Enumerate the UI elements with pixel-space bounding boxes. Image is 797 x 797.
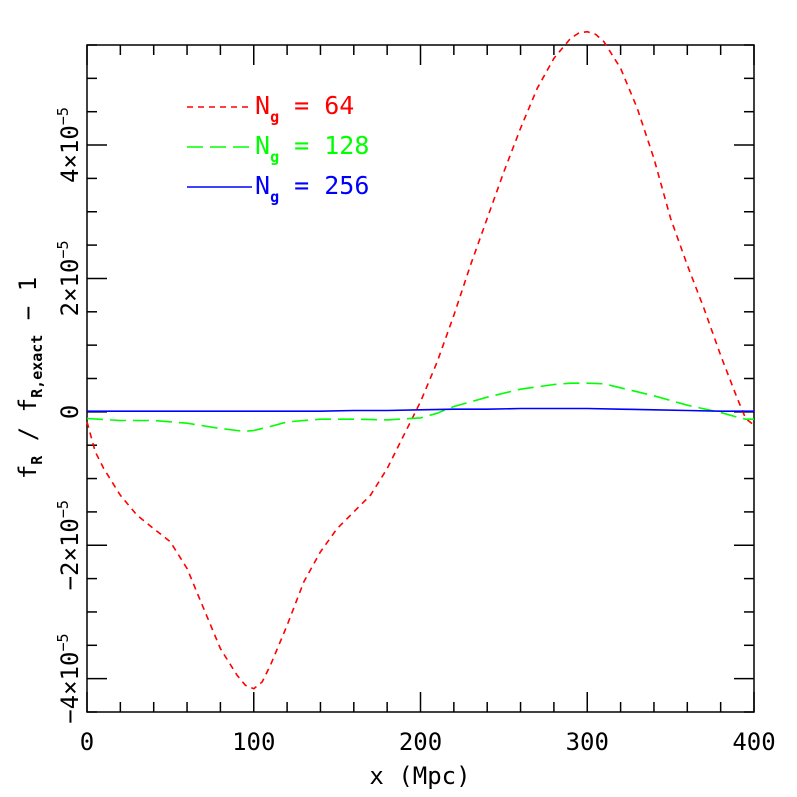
x-tick-label: 200	[399, 728, 442, 756]
y-title-sub2: R,exact	[28, 335, 46, 398]
x-tick-label: 300	[566, 728, 609, 756]
y-title-tail: − 1	[14, 277, 42, 335]
series-lines	[86, 30, 755, 690]
series-line-256	[87, 407, 754, 413]
legend-label-128: Ng = 128	[255, 131, 369, 166]
legend-label-256: Ng = 256	[255, 171, 369, 206]
legend-label-64: Ng = 64	[255, 91, 354, 126]
y-tick-label: 2×10−5	[54, 241, 84, 317]
y-tick-label: 0	[56, 405, 84, 419]
x-axis-title: x (Mpc)	[369, 762, 470, 790]
tick-labels: 0 100 200 300 400 −4×10−5 −2×10−5 0 2×10−5 4×10−5	[54, 107, 776, 756]
x-tick-label: 400	[732, 728, 775, 756]
y-title-slash: /	[14, 412, 42, 455]
series-line-64	[86, 30, 755, 690]
y-title-f2: f	[14, 398, 42, 412]
y-tick-label: −4×10−5	[54, 633, 84, 723]
legend: Ng = 64 Ng = 128 Ng = 256	[187, 91, 369, 206]
series-line-128	[86, 382, 754, 433]
y-axis-title: fR / fR,exact − 1	[14, 277, 46, 479]
y-title-sub1: R	[28, 455, 46, 465]
y-tick-label: 4×10−5	[54, 107, 84, 183]
x-tick-label: 0	[80, 728, 94, 756]
y-title-f1: f	[14, 465, 42, 479]
y-tick-label: −2×10−5	[54, 500, 84, 590]
plot-frame	[86, 44, 755, 713]
x-tick-label: 100	[232, 728, 275, 756]
axis-ticks	[86, 44, 755, 713]
